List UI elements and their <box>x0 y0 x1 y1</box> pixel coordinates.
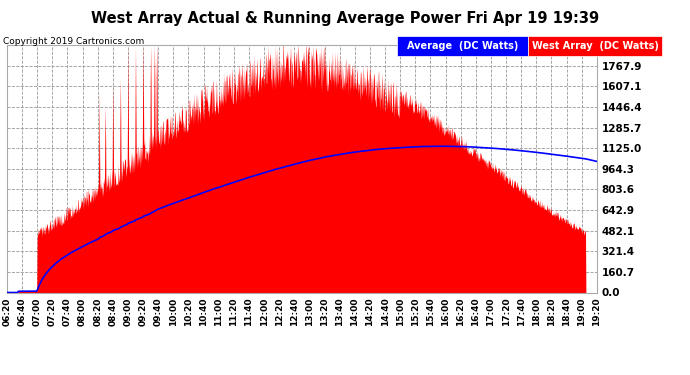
Text: West Array Actual & Running Average Power Fri Apr 19 19:39: West Array Actual & Running Average Powe… <box>91 11 599 26</box>
Text: Average  (DC Watts): Average (DC Watts) <box>406 41 518 51</box>
Text: West Array  (DC Watts): West Array (DC Watts) <box>532 41 658 51</box>
Text: Copyright 2019 Cartronics.com: Copyright 2019 Cartronics.com <box>3 38 145 46</box>
